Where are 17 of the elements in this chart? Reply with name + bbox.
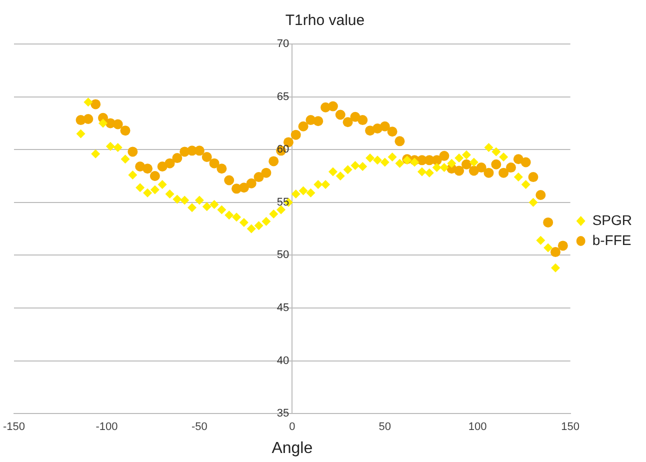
y-tick-label: 50	[276, 249, 290, 262]
y-tick-label: 70	[276, 38, 290, 50]
y-tick-label: 65	[276, 90, 290, 103]
x-tick-label: 150	[561, 421, 580, 434]
legend-label: b-FFE	[592, 232, 632, 248]
y-tick-label: 35	[276, 408, 290, 420]
legend-label: SPGR	[592, 212, 632, 228]
x-tick-label: 0	[289, 421, 296, 434]
x-tick-label: -150	[2, 421, 26, 434]
y-tick-label: 45	[276, 302, 290, 314]
x-axis-title: Angle	[272, 440, 313, 457]
x-tick-label: -50	[191, 421, 208, 434]
chart-title: T1rho value	[285, 12, 365, 30]
x-tick-label: 50	[378, 421, 392, 434]
x-tick-label: 100	[468, 421, 487, 434]
x-tick-label: -100	[96, 421, 118, 434]
y-tick-label: 40	[276, 354, 290, 367]
